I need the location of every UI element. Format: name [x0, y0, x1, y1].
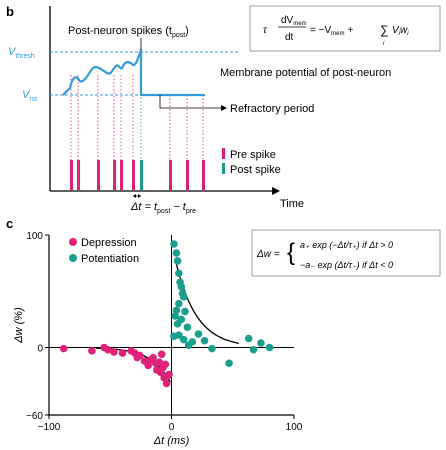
- lif-equation-box: [249, 5, 441, 52]
- x-tick-label: 100: [286, 422, 303, 433]
- v-thresh-label: Vthresh: [8, 46, 35, 60]
- potentiation-point: [194, 330, 203, 338]
- svg-text:dVmem: dVmem: [281, 15, 307, 27]
- refractory-pointer: [159, 95, 222, 109]
- refractory-arrow-head: [221, 105, 227, 111]
- v-rst-label: Vrst: [22, 89, 37, 103]
- membrane-potential-trace: [62, 48, 205, 97]
- svg-text:i: i: [383, 41, 385, 47]
- svg-text:τ: τ: [263, 25, 268, 36]
- stdp-scatter-chart: 100 0 −60−100 0 100 Δt (ms) Δw (%): [13, 231, 303, 447]
- potentiation-point: [225, 359, 233, 368]
- depression-point: [155, 358, 164, 366]
- potentiation-point: [179, 293, 188, 301]
- depression-point: [59, 344, 68, 353]
- pre-spike: [77, 160, 80, 190]
- pre-spike: [169, 160, 172, 190]
- svg-text:Viwi: Viwi: [392, 25, 409, 37]
- potentiation-point: [183, 323, 192, 332]
- depression-point: [104, 345, 112, 354]
- pre-spike: [132, 160, 135, 190]
- y-tick-label: 100: [26, 231, 43, 242]
- legend-depression-dot: [69, 238, 77, 246]
- legend-post-label: Post spike: [230, 164, 281, 176]
- depression-point: [110, 348, 118, 356]
- legend-potentiation-dot: [69, 254, 77, 262]
- time-arrow-head: [272, 187, 280, 195]
- potentiation-point: [188, 338, 197, 346]
- spike-raster: [70, 160, 205, 190]
- pre-spike: [202, 160, 205, 190]
- membrane-label: Membrane potential of post-neuron: [220, 67, 391, 79]
- x-tick-label: −100: [38, 422, 61, 433]
- pre-spike: [120, 160, 123, 190]
- delta-t-arrow-left: [133, 194, 136, 198]
- potentiation-fit-curve: [175, 263, 240, 344]
- delta-t-arrow-right: [138, 194, 141, 198]
- legend-post-swatch: [222, 163, 225, 174]
- potentiation-point: [172, 249, 181, 257]
- svg-text:∑: ∑: [380, 23, 389, 37]
- legend-pre-swatch: [222, 148, 225, 159]
- potentiation-point: [170, 240, 178, 248]
- legend-pre-label: Pre spike: [230, 149, 276, 161]
- depression-point: [161, 360, 170, 369]
- y-tick-label: 0: [37, 344, 43, 355]
- potentiation-point: [173, 320, 182, 328]
- potentiation-point: [175, 269, 183, 278]
- depression-point: [88, 347, 96, 355]
- depression-point: [118, 349, 127, 357]
- refractory-label: Refractory period: [230, 103, 314, 115]
- potentiation-point: [249, 345, 258, 354]
- pre-spike: [186, 160, 189, 190]
- potentiation-point: [171, 312, 179, 320]
- potentiation-point: [200, 336, 209, 345]
- y-axis-label: Δw (%): [13, 307, 25, 344]
- potentiation-point: [244, 334, 253, 343]
- spike-dotted-guides: [70, 52, 204, 160]
- svg-text:dt: dt: [285, 32, 294, 43]
- stdp-formula-lhs: Δw =: [256, 249, 280, 260]
- pre-spike: [70, 160, 73, 190]
- stdp-formula-line1: a₊ exp (−Δt/τ₊) if Δt > 0: [300, 240, 393, 250]
- stdp-formula-line2: −a₋ exp (Δt/τ₋) if Δt < 0: [300, 260, 393, 270]
- panel-b-label: b: [6, 4, 14, 19]
- potentiation-point: [265, 343, 274, 352]
- x-tick-label: 0: [169, 422, 175, 433]
- y-tick-label: −60: [26, 411, 43, 422]
- potentiation-point: [177, 282, 186, 291]
- potentiation-point: [173, 257, 182, 265]
- svg-text:= −Vmem+: = −Vmem +: [310, 25, 353, 37]
- panel-c-label: c: [6, 216, 13, 231]
- potentiation-point: [257, 339, 265, 347]
- depression-point: [135, 351, 144, 360]
- potentiation-point: [208, 344, 216, 353]
- potentiation-point: [175, 331, 183, 339]
- legend-potentiation-label: Potentiation: [81, 253, 139, 265]
- potentiation-point: [175, 299, 183, 308]
- potentiation-point: [181, 307, 189, 316]
- lif-equation: τ dVmem dt = −Vmem + ∑ i Viwi: [263, 15, 409, 47]
- pre-spike: [97, 160, 100, 190]
- depression-point: [165, 370, 173, 379]
- depression-point: [162, 379, 171, 388]
- x-axis-label: Δt (ms): [153, 435, 190, 447]
- stdp-formula-brace: {: [287, 239, 295, 266]
- legend-depression-label: Depression: [81, 237, 137, 249]
- stdp-formula-box: [251, 229, 441, 277]
- pre-spike: [113, 160, 116, 190]
- post-spike-annotation: Post-neuron spikes (tpost): [68, 25, 189, 39]
- depression-point: [157, 350, 166, 359]
- delta-t-definition: Δt = tpost − tpre: [130, 201, 196, 215]
- time-axis-label: Time: [280, 198, 304, 210]
- potentiation-point: [179, 335, 188, 344]
- post-spike: [140, 160, 143, 190]
